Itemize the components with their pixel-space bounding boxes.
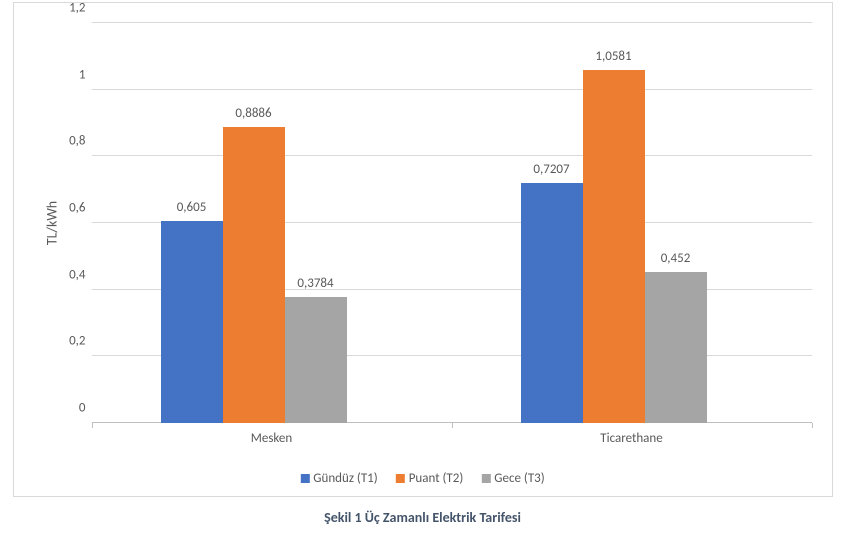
y-tick-label: 0,2 (46, 334, 86, 349)
y-tick-label: 0 (46, 401, 86, 416)
bar-mesken-t1: 0,605 (161, 221, 223, 423)
legend-label: Gündüz (T1) (313, 471, 377, 486)
plot-area: TL/kWh 0 0,2 0,4 0,6 0,8 1 1,2 0,605 0,8… (92, 23, 812, 423)
bar-value-label: 1,0581 (595, 49, 631, 64)
y-tick-label: 1 (46, 67, 86, 82)
x-category-label: Mesken (251, 431, 292, 446)
legend-swatch (300, 474, 309, 483)
legend-item-t2: Puant (T2) (396, 471, 464, 486)
bar-value-label: 0,605 (177, 200, 207, 215)
bar-value-label: 0,3784 (297, 276, 333, 291)
x-category-label: Ticarethane (600, 431, 662, 446)
x-tick (812, 423, 813, 428)
x-tick (92, 423, 93, 428)
bar-value-label: 0,8886 (235, 106, 271, 121)
legend-swatch (481, 474, 490, 483)
y-tick-label: 0,6 (46, 201, 86, 216)
y-tick-label: 0,4 (46, 267, 86, 282)
bar-ticarethane-t3: 0,452 (645, 272, 707, 423)
bar-value-label: 0,7207 (533, 162, 569, 177)
gridline (92, 22, 812, 23)
y-tick-label: 0,8 (46, 134, 86, 149)
bar-ticarethane-t1: 0,7207 (521, 183, 583, 423)
chart-container: TL/kWh 0 0,2 0,4 0,6 0,8 1 1,2 0,605 0,8… (13, 2, 833, 497)
legend: Gündüz (T1) Puant (T2) Gece (T3) (300, 471, 544, 486)
legend-item-t1: Gündüz (T1) (300, 471, 377, 486)
x-tick (452, 423, 453, 428)
figure-caption: Şekil 1 Üç Zamanlı Elektrik Tarifesi (0, 509, 845, 526)
y-tick-label: 1,2 (46, 1, 86, 16)
legend-label: Puant (T2) (409, 471, 464, 486)
bar-group-mesken: 0,605 0,8886 0,3784 (161, 127, 347, 423)
bar-value-label: 0,452 (661, 251, 691, 266)
legend-label: Gece (T3) (494, 471, 544, 486)
bar-mesken-t3: 0,3784 (285, 297, 347, 423)
legend-swatch (396, 474, 405, 483)
bar-mesken-t2: 0,8886 (223, 127, 285, 423)
bar-ticarethane-t2: 1,0581 (583, 70, 645, 423)
bar-group-ticarethane: 0,7207 1,0581 0,452 (521, 70, 707, 423)
legend-item-t3: Gece (T3) (481, 471, 544, 486)
